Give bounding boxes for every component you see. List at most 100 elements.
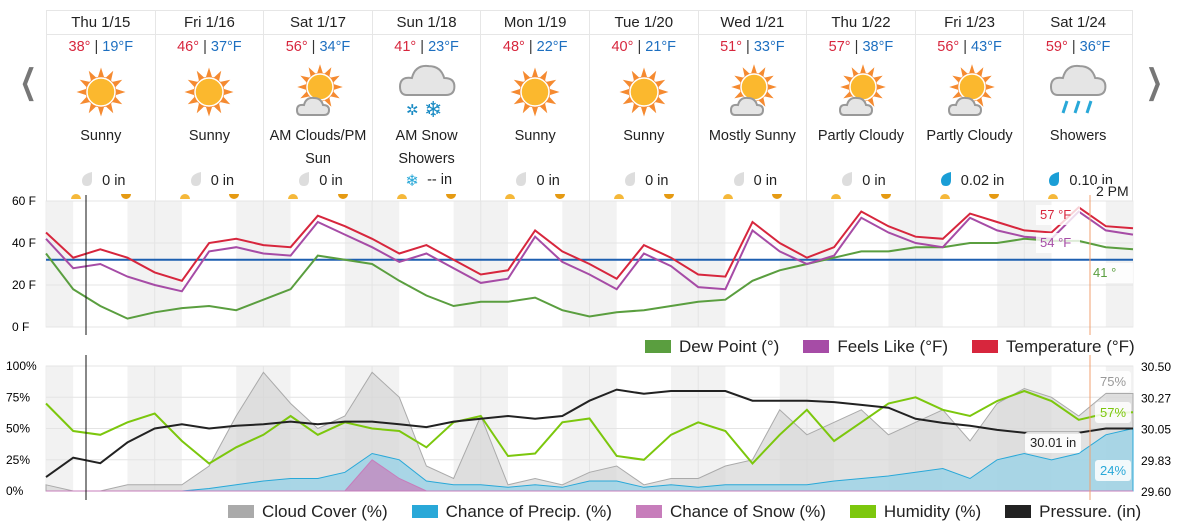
low-temp: 37°F: [210, 39, 242, 55]
day-temps: 38° | 19°F: [68, 39, 134, 55]
day-name: Sun 1/18: [372, 11, 481, 35]
night-shade: [372, 201, 400, 327]
y2-tick-label: 29.60: [1141, 485, 1171, 499]
day-column[interactable]: Mon 1/19 48° | 22°F Sunny 0 in: [480, 11, 589, 201]
legend-swatch: [972, 340, 999, 353]
sun-cloud-weather-icon: [807, 59, 915, 125]
tooltip-value: 57 °F: [1040, 207, 1071, 222]
tooltip-value: 41 °: [1093, 265, 1116, 280]
night-shade: [154, 201, 182, 327]
prev-button[interactable]: ❮: [19, 63, 37, 101]
day-temps: 57° | 38°F: [828, 39, 894, 55]
humidity-line: [45, 389, 1134, 466]
night-shade: [806, 201, 835, 327]
low-temp: 43°F: [971, 39, 1002, 55]
legend-swatch: [645, 340, 671, 353]
legend-item-dew[interactable]: Dew Point (°): [645, 337, 779, 357]
sunrise-icon: [396, 194, 407, 199]
y-tick-label: 0%: [6, 484, 24, 498]
y-tick-label: 20 F: [12, 278, 36, 292]
precip-amount: 0 in: [699, 171, 807, 191]
sunset-icon: [120, 194, 131, 199]
day-column[interactable]: Thu 1/22 57° | 38°F Partly Cloudy 0 in: [806, 11, 915, 201]
legend-swatch: [1005, 505, 1032, 518]
drop-gray-icon: [619, 171, 641, 191]
day-temps: 51° | 33°F: [720, 39, 785, 55]
night-shade: [779, 201, 807, 327]
day-name: Sat 1/17: [264, 11, 372, 35]
temperature-chart: 60 F 40 F 20 F 0 F 57 °F 54 °F 41 °: [12, 195, 1134, 335]
sky-chart: 100% 75% 50% 25% 0% 30.50 30.27 30.05 29.83 29.60…: [6, 355, 1171, 500]
day-temps: 59° | 36°F: [1045, 39, 1111, 55]
sunset-icon: [989, 194, 1000, 199]
high-temp: 59°: [1045, 39, 1068, 55]
day-column[interactable]: Fri 1/16 46° | 37°F Sunny 0 in: [154, 11, 264, 201]
legend-label: Dew Point (°): [679, 337, 780, 356]
sunrise-icon: [505, 194, 516, 199]
condition: Showers: [1049, 128, 1107, 144]
sunrise-icon: [1048, 194, 1059, 199]
night-shade: [915, 201, 943, 327]
day-column[interactable]: Thu 1/15 38° | 19°F Sunny 0 in: [46, 11, 155, 201]
low-temp: 33°F: [753, 39, 785, 55]
day-column[interactable]: Sat 1/24 59° | 36°F Showers 0.10 in: [1023, 11, 1133, 201]
svg-text:✲: ✲: [406, 102, 419, 119]
y-tick-label: 50%: [6, 422, 30, 436]
low-temp: 23°F: [428, 39, 459, 55]
day-temps: 41° | 23°F: [394, 39, 459, 55]
cloud-area: [45, 371, 1134, 492]
precip-value: 0.02 in: [960, 173, 1005, 189]
legend-swatch: [803, 340, 830, 353]
day-column[interactable]: Sat 1/17 56° | 34°F AM Clouds/PM Sun 0 i…: [263, 11, 372, 201]
legend-item-cloud[interactable]: Cloud Cover (%): [228, 502, 388, 522]
sun-weather-icon: [47, 59, 155, 125]
tooltip-value: 30.01 in: [1030, 435, 1076, 450]
legend-item-pressure[interactable]: Pressure. (in): [1005, 502, 1141, 522]
legend-item-snow[interactable]: Chance of Snow (%): [635, 502, 826, 522]
legend-item-humidity[interactable]: Humidity (%): [849, 502, 981, 522]
day-name: Thu 1/15: [47, 11, 155, 35]
precip-amount: 0 in: [481, 171, 589, 191]
high-temp: 48°: [502, 39, 525, 55]
high-temp: 56°: [937, 39, 960, 55]
legend-swatch: [635, 505, 662, 518]
y-tick-label: 75%: [6, 390, 30, 404]
day-name: Sat 1/24: [1024, 11, 1132, 35]
night-shade: [480, 201, 508, 327]
day-name: Fri 1/23: [915, 11, 1024, 35]
tooltip-value: 75%: [1100, 374, 1126, 389]
sun-cloud-weather-icon: [916, 59, 1024, 125]
precip-amount: ❄ -- in: [373, 171, 481, 191]
day-column[interactable]: Sun 1/18 41° | 23°F ✲ ❄ AM Snow Showers ❄…: [371, 11, 481, 201]
day-column[interactable]: Wed 1/21 51° | 33°F Mostly Sunny 0 in: [697, 11, 807, 201]
sunrise-icon: [613, 194, 624, 199]
day-column[interactable]: Fri 1/23 56° | 43°F Partly Cloudy 0.02 i…: [914, 11, 1024, 201]
svg-text:❄: ❄: [424, 97, 442, 122]
precip-amount: 0 in: [47, 171, 155, 191]
day-name: Thu 1/22: [807, 11, 915, 35]
sunset-icon: [229, 194, 240, 199]
precip-amount: 0.02 in: [916, 171, 1024, 191]
drop-gray-icon: [728, 171, 750, 191]
precip-amount: 0 in: [264, 171, 372, 191]
legend-item-temp[interactable]: Temperature (°F): [972, 337, 1135, 357]
day-column[interactable]: Tue 1/20 40° | 21°F Sunny 0 in: [588, 11, 698, 201]
precip-value: 0 in: [536, 173, 560, 189]
legend-item-feels[interactable]: Feels Like (°F): [803, 337, 948, 357]
night-shade: [698, 201, 726, 327]
day-name: Fri 1/16: [155, 11, 264, 35]
legend-label: Feels Like (°F): [837, 337, 949, 356]
next-button[interactable]: ❯: [1145, 63, 1163, 101]
legend-swatch: [849, 505, 876, 518]
legend-item-precip[interactable]: Chance of Precip. (%): [411, 502, 612, 522]
sky-legend: Cloud Cover (%) Chance of Precip. (%) Chan…: [228, 502, 1141, 522]
pressure-line: [45, 388, 1133, 478]
legend-swatch: [411, 505, 438, 518]
sun-weather-icon: [590, 59, 698, 125]
y-tick-label: 25%: [6, 453, 30, 467]
sunrise-icon: [71, 194, 81, 199]
night-shade: [453, 201, 481, 327]
tooltip-value: 57%: [1100, 405, 1126, 420]
daily-forecast: Thu 1/15 38° | 19°F Sunny 0 in Fri 1/16 …: [46, 10, 1133, 201]
sunrise-icon: [722, 194, 733, 199]
